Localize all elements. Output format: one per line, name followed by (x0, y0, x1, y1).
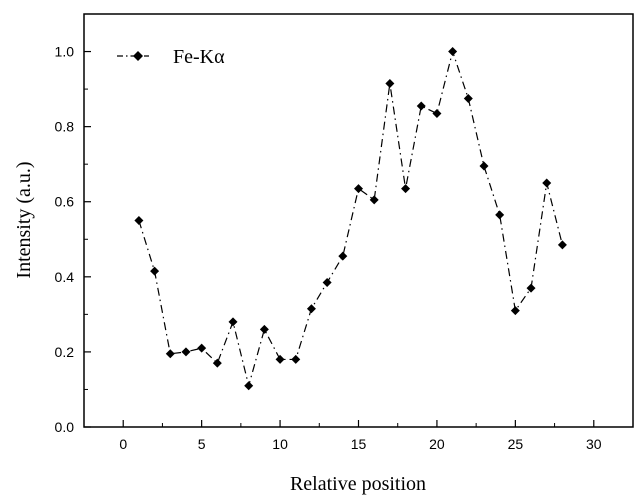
data-point (354, 184, 363, 194)
legend-label: Fe-Kα (173, 46, 225, 68)
data-point (259, 324, 269, 334)
y-tick-label: 0.2 (55, 344, 75, 360)
x-tick-label: 15 (351, 436, 367, 452)
data-point (244, 381, 254, 391)
data-point (401, 184, 411, 194)
y-tick-label: 0.4 (55, 269, 75, 285)
y-tick-label: 0.8 (55, 119, 75, 135)
data-point (463, 93, 473, 103)
data-point (322, 277, 332, 287)
y-tick-label: 0.6 (55, 194, 75, 210)
data-point (385, 78, 395, 88)
series-line-fe-ka (138, 49, 563, 389)
series-markers (134, 47, 567, 391)
data-point (181, 347, 191, 357)
data-point (526, 283, 536, 293)
data-point (479, 161, 489, 171)
y-axis-title: Intensity (a.u.) (13, 161, 35, 278)
x-tick-label: 10 (272, 436, 288, 452)
data-point (338, 251, 348, 261)
data-point (165, 349, 175, 359)
x-tick-label: 25 (508, 436, 524, 452)
data-point (542, 178, 552, 188)
data-point (448, 47, 458, 57)
x-axis-title: Relative position (290, 473, 426, 495)
x-tick-label: 30 (586, 436, 602, 452)
data-point (416, 101, 426, 111)
legend-marker (133, 51, 143, 61)
x-tick-label: 5 (198, 436, 206, 452)
axis-tick-labels: 0 5 10 15 20 25 30 0.0 0.2 0.4 0.6 0.8 1.0 (55, 44, 602, 452)
axis-ticks (83, 13, 634, 428)
data-point (369, 195, 379, 205)
data-point (557, 240, 567, 250)
y-tick-label: 0.0 (55, 419, 75, 435)
data-point (197, 343, 207, 353)
series-polyline (138, 49, 563, 389)
x-tick-label: 0 (119, 436, 127, 452)
data-point (306, 304, 316, 314)
data-point (134, 216, 144, 225)
data-point (495, 210, 505, 220)
data-point (150, 266, 160, 276)
y-tick-label: 1.0 (55, 44, 75, 60)
data-point (275, 354, 285, 364)
data-point (432, 108, 442, 118)
legend: Fe-Kα (117, 46, 225, 68)
data-point (212, 358, 222, 368)
x-tick-label: 20 (429, 436, 445, 452)
plot-frame (83, 13, 634, 428)
data-point (291, 354, 301, 364)
data-point (510, 306, 520, 316)
data-point (228, 317, 238, 327)
